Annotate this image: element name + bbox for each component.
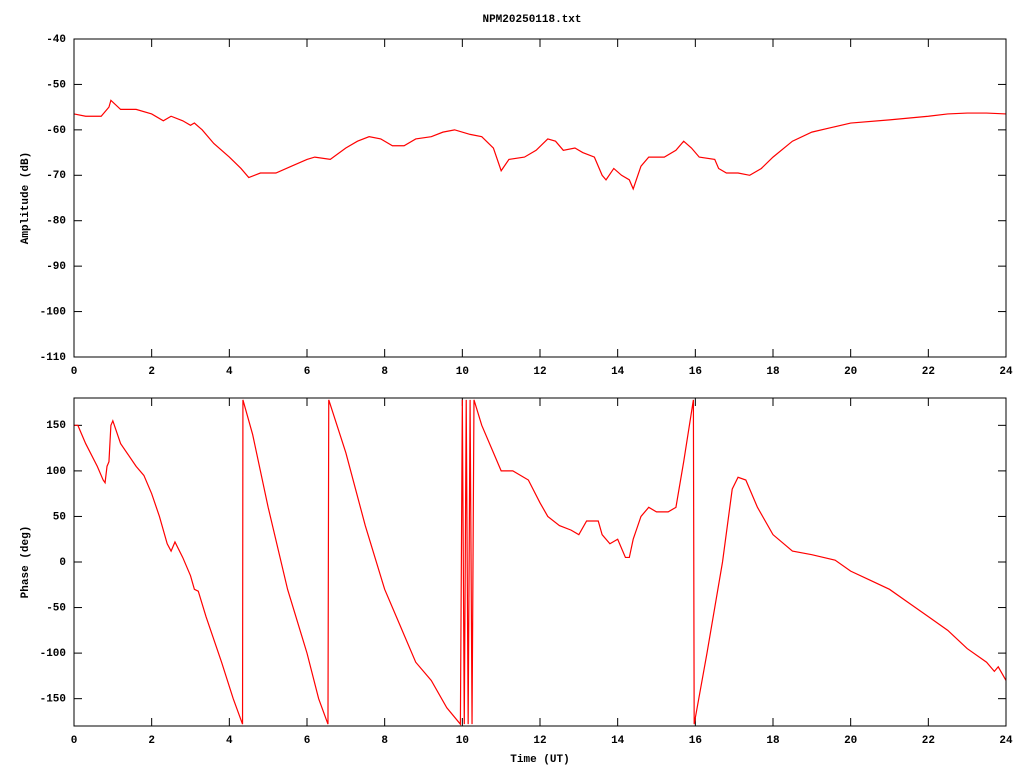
x-tick-label: 2 (148, 735, 155, 747)
x-tick-label: 24 (999, 366, 1013, 378)
x-tick-label: 6 (304, 366, 311, 378)
x-tick-label: 4 (226, 735, 233, 747)
y-tick-label: 0 (59, 557, 66, 569)
y-tick-label: -50 (46, 602, 66, 614)
x-tick-label: 12 (533, 735, 546, 747)
x-tick-label: 20 (844, 366, 857, 378)
x-axis-label: Time (UT) (510, 754, 569, 766)
x-tick-label: 0 (71, 735, 78, 747)
y-tick-label: -150 (40, 694, 66, 706)
y-tick-label: -50 (46, 79, 66, 91)
x-tick-label: 22 (922, 366, 935, 378)
x-tick-label: 22 (922, 735, 935, 747)
plot-frame (73, 38, 1007, 358)
x-tick-label: 8 (381, 735, 388, 747)
x-tick-label: 14 (611, 366, 625, 378)
plot-frame (73, 397, 1007, 727)
y-tick-label: 100 (46, 466, 66, 478)
chart-title: NPM20250118.txt (482, 14, 581, 26)
x-tick-label: 18 (766, 366, 780, 378)
y-tick-label: -60 (46, 125, 66, 137)
y-axis-label: Phase (deg) (20, 526, 32, 599)
y-tick-label: 150 (46, 420, 66, 432)
x-tick-label: 0 (71, 366, 78, 378)
x-tick-label: 14 (611, 735, 625, 747)
x-tick-label: 20 (844, 735, 857, 747)
x-tick-label: 6 (304, 735, 311, 747)
x-tick-label: 10 (456, 366, 469, 378)
x-tick-label: 12 (533, 366, 546, 378)
y-tick-label: -100 (40, 306, 66, 318)
y-tick-label: -40 (46, 34, 66, 46)
y-axis-label: Amplitude (dB) (20, 152, 32, 244)
y-tick-label: -100 (40, 648, 66, 660)
y-tick-label: -90 (46, 261, 66, 273)
x-tick-label: 10 (456, 735, 469, 747)
x-tick-label: 16 (689, 366, 702, 378)
y-tick-label: 50 (53, 511, 66, 523)
data-line (73, 99, 1007, 191)
data-line (74, 399, 1007, 726)
x-tick-label: 24 (999, 735, 1013, 747)
x-tick-label: 4 (226, 366, 233, 378)
x-tick-label: 8 (381, 366, 388, 378)
x-tick-label: 16 (689, 735, 702, 747)
y-tick-label: -80 (46, 216, 66, 228)
y-tick-label: -70 (46, 170, 66, 182)
x-tick-label: 18 (766, 735, 780, 747)
x-tick-label: 2 (148, 366, 155, 378)
y-tick-label: -110 (40, 352, 66, 364)
